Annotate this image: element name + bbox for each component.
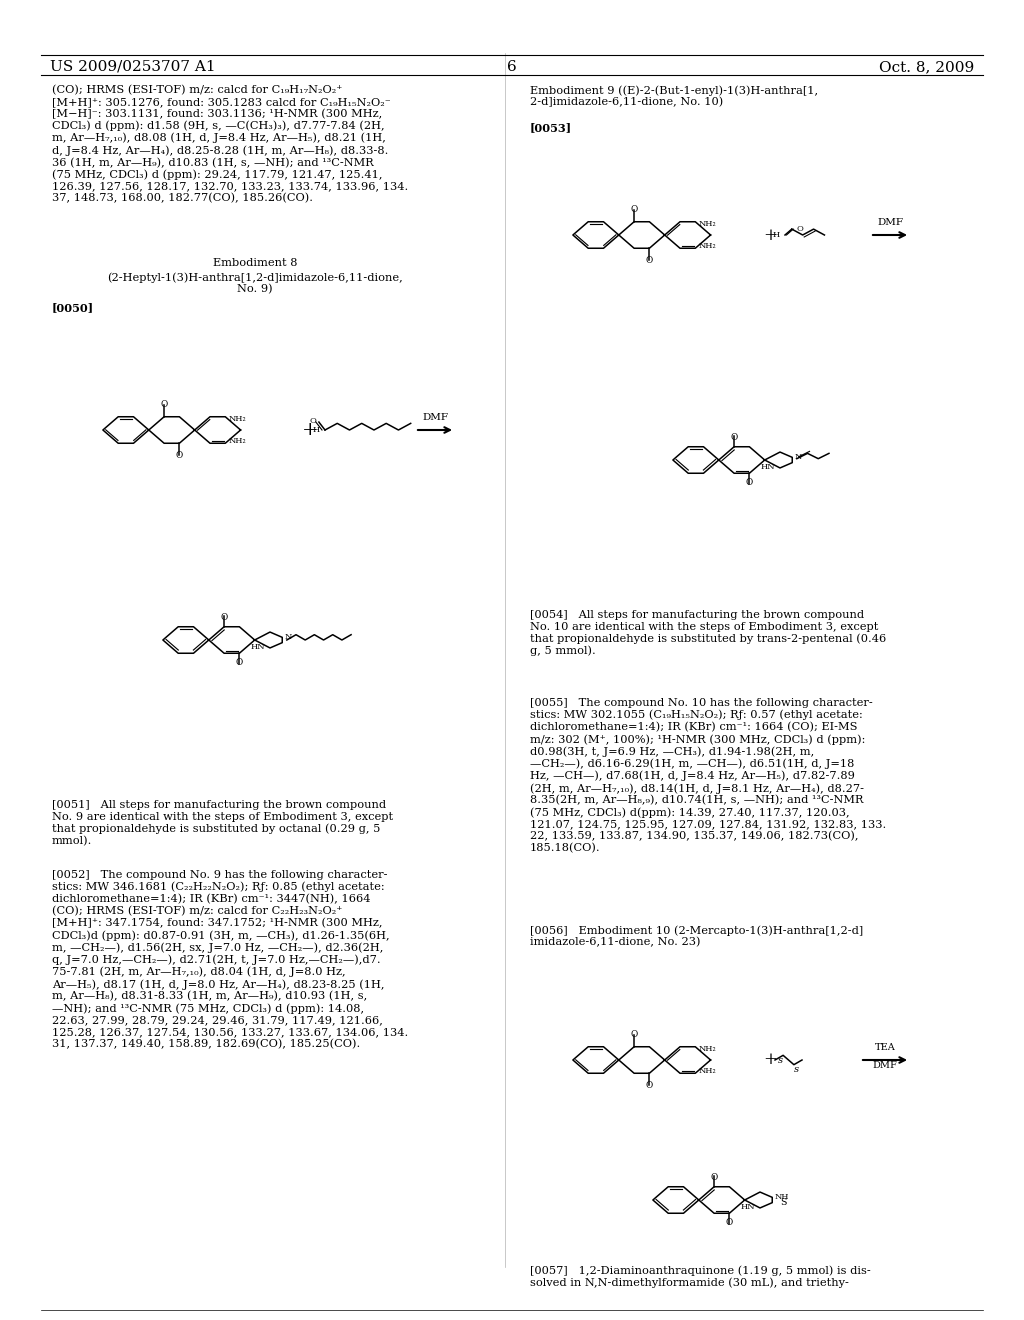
- Text: [0057]   1,2-Diaminoanthraquinone (1.19 g, 5 mmol) is dis-
solved in N,N-dimethy: [0057] 1,2-Diaminoanthraquinone (1.19 g,…: [530, 1265, 870, 1288]
- Text: +: +: [763, 1052, 777, 1068]
- Text: O: O: [745, 478, 753, 487]
- Text: DMF: DMF: [872, 1061, 897, 1071]
- Text: O: O: [646, 1081, 653, 1090]
- Text: HN: HN: [761, 463, 775, 471]
- Text: [0056]   Embodiment 10 (2-Mercapto-1(3)H-anthra[1,2-d]
imidazole-6,11-dione, No.: [0056] Embodiment 10 (2-Mercapto-1(3)H-a…: [530, 925, 863, 948]
- Text: O: O: [236, 659, 243, 668]
- Text: [0052]   The compound No. 9 has the following character-
stics: MW 346.1681 (C₂₂: [0052] The compound No. 9 has the follow…: [52, 870, 409, 1049]
- Text: O: O: [161, 400, 168, 409]
- Text: 6: 6: [507, 59, 517, 74]
- Text: [0055]   The compound No. 10 has the following character-
stics: MW 302.1055 (C₁: [0055] The compound No. 10 has the follo…: [530, 698, 886, 854]
- Text: H: H: [773, 231, 780, 239]
- Text: [0051]   All steps for manufacturing the brown compound
No. 9 are identical with: [0051] All steps for manufacturing the b…: [52, 800, 393, 846]
- Text: O: O: [309, 417, 316, 425]
- Text: Oct. 8, 2009: Oct. 8, 2009: [879, 59, 974, 74]
- Text: +: +: [763, 227, 777, 243]
- Text: NH: NH: [774, 1193, 788, 1201]
- Text: NH₂: NH₂: [698, 219, 716, 228]
- Text: O: O: [631, 205, 638, 214]
- Text: HN: HN: [251, 643, 265, 651]
- Text: [0054]   All steps for manufacturing the brown compound
No. 10 are identical wit: [0054] All steps for manufacturing the b…: [530, 610, 886, 656]
- Text: s: s: [795, 1065, 800, 1074]
- Text: NH₂: NH₂: [698, 1068, 716, 1076]
- Text: (CO); HRMS (ESI-TOF) m/z: calcd for C₁₉H₁₇N₂O₂⁺
[M+H]⁺: 305.1276, found: 305.128: (CO); HRMS (ESI-TOF) m/z: calcd for C₁₉H…: [52, 84, 409, 203]
- Text: HN: HN: [740, 1203, 755, 1210]
- Text: O: O: [797, 226, 804, 234]
- Text: N: N: [285, 634, 292, 642]
- Text: O: O: [176, 450, 183, 459]
- Text: O: O: [646, 256, 653, 265]
- Text: US 2009/0253707 A1: US 2009/0253707 A1: [50, 59, 216, 74]
- Text: (2-Heptyl-1(3)H-anthra[1,2-d]imidazole-6,11-dione,: (2-Heptyl-1(3)H-anthra[1,2-d]imidazole-6…: [108, 272, 402, 282]
- Text: O: O: [631, 1030, 638, 1039]
- Text: DMF: DMF: [877, 218, 903, 227]
- Text: [0050]: [0050]: [52, 302, 94, 313]
- Text: NH₂: NH₂: [228, 414, 246, 422]
- Text: s: s: [777, 1056, 782, 1065]
- Text: H: H: [312, 426, 319, 434]
- Text: NH₂: NH₂: [698, 243, 716, 251]
- Text: +: +: [302, 421, 318, 440]
- Text: O: O: [726, 1218, 733, 1228]
- Text: S: S: [780, 1199, 786, 1208]
- Text: Embodiment 9 ((E)-2-(But-1-enyl)-1(3)H-anthra[1,
2-d]imidazole-6,11-dione, No. 1: Embodiment 9 ((E)-2-(But-1-enyl)-1(3)H-a…: [530, 84, 818, 107]
- Text: No. 9): No. 9): [238, 284, 272, 294]
- Text: [0053]: [0053]: [530, 121, 572, 133]
- Text: O: O: [220, 612, 227, 622]
- Text: N: N: [795, 453, 802, 462]
- Text: Embodiment 8: Embodiment 8: [213, 257, 297, 268]
- Text: DMF: DMF: [422, 413, 449, 422]
- Text: TEA: TEA: [874, 1043, 895, 1052]
- Text: NH₂: NH₂: [698, 1044, 716, 1053]
- Text: O: O: [730, 433, 737, 442]
- Text: NH₂: NH₂: [228, 437, 246, 445]
- Text: O: O: [711, 1172, 718, 1181]
